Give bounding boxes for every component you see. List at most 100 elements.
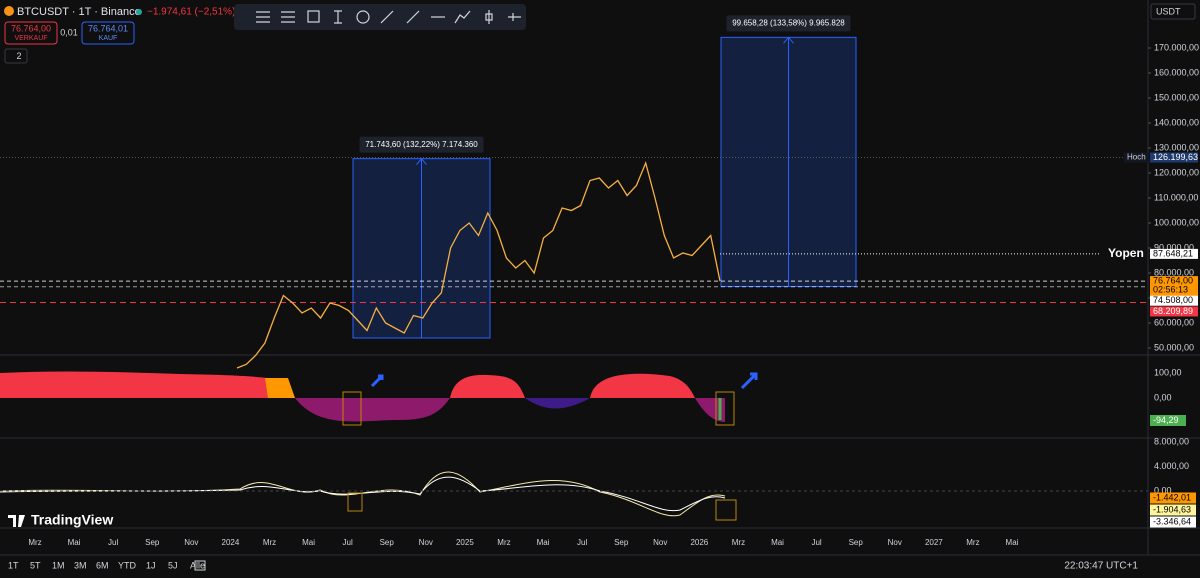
yopen-price: 87.648,21	[1153, 248, 1193, 258]
osc1-transition	[265, 378, 295, 398]
tool-ray[interactable]	[406, 10, 420, 24]
tool-candle[interactable]	[485, 10, 493, 24]
high-label: 126.199,63	[1153, 152, 1198, 162]
currency[interactable]: USDT	[1156, 6, 1181, 16]
range-button[interactable]: YTD	[118, 560, 137, 570]
high-name-bg	[1124, 152, 1149, 163]
current-price: 76.764,00	[1153, 275, 1193, 285]
osc1-current: -94,29	[1153, 415, 1179, 425]
tool-levels[interactable]	[281, 11, 295, 23]
buy-button[interactable]	[81, 21, 135, 45]
osc2-current-bg	[1150, 516, 1196, 528]
yopen-label: Yopen	[1108, 246, 1144, 260]
x-tick-label: 2027	[925, 538, 943, 547]
x-tick-label: Mai	[537, 538, 550, 547]
buy-label[interactable]: KAUF	[99, 35, 118, 42]
osc1-positive	[0, 371, 295, 398]
price-path	[236, 160, 721, 369]
y-tick-label: 60.000,00	[1154, 317, 1194, 327]
osc1-negative	[525, 398, 590, 409]
buy-price[interactable]: 76.764,01	[88, 23, 128, 33]
yopen-price-bg	[1150, 248, 1198, 259]
range-button[interactable]: 1M	[52, 560, 65, 570]
x-tick-label: Jul	[108, 538, 118, 547]
osc2-current-bg	[1150, 492, 1196, 504]
x-tick-label: 2026	[690, 538, 708, 547]
y-tick-label: 50.000,00	[1154, 342, 1194, 352]
range-button[interactable]: 5T	[30, 560, 41, 570]
osc1-positive	[450, 374, 525, 398]
x-tick-label: Mrz	[732, 538, 745, 547]
tool-rect[interactable]	[307, 10, 320, 23]
sell-label[interactable]: VERKAUF	[14, 35, 47, 42]
x-tick-label: Jul	[577, 538, 587, 547]
x-tick-label: Nov	[653, 538, 667, 547]
level-price: 74.508,00	[1153, 295, 1193, 305]
measure-label: 71.743,60 (132,22%) 7.174.360	[365, 140, 478, 149]
measure-label-bg	[726, 15, 851, 32]
currency-button[interactable]	[1150, 3, 1196, 20]
range-button[interactable]: 3M	[74, 560, 87, 570]
arrow	[740, 372, 758, 390]
range-button[interactable]: 1J	[146, 560, 156, 570]
sell-button[interactable]	[4, 21, 58, 45]
tool-text[interactable]	[334, 10, 342, 24]
countdown: 02:56:13	[1153, 284, 1188, 294]
x-tick-label: Nov	[184, 538, 198, 547]
arrow	[370, 374, 384, 388]
level-price-bg	[1150, 295, 1198, 306]
y-tick-label: 90.000,00	[1154, 242, 1194, 252]
sell-price[interactable]: 76.764,00	[11, 23, 51, 33]
measure-arrowhead	[783, 36, 794, 44]
indicator-toggle[interactable]	[4, 48, 28, 64]
measure-label-bg	[359, 136, 484, 153]
osc2-tick-label: 4.000,00	[1154, 461, 1189, 471]
x-tick-label: Sep	[380, 538, 395, 547]
osc1-negative	[295, 398, 450, 422]
tool-path[interactable]	[454, 10, 471, 24]
status-dot	[136, 9, 142, 15]
range-button[interactable]: 6M	[96, 560, 109, 570]
spread: 0,01	[60, 27, 78, 37]
osc1-box	[342, 391, 362, 426]
x-tick-label: Jul	[811, 538, 821, 547]
logo: TradingView	[31, 512, 113, 528]
tool-fib[interactable]	[256, 11, 270, 23]
y-tick-label: 130.000,00	[1154, 142, 1199, 152]
symbol[interactable]: BTCUSDT · 1T · Binance	[17, 6, 141, 18]
tool-circle[interactable]	[356, 10, 370, 24]
indicator-count[interactable]: 2	[16, 51, 21, 61]
x-tick-label: Nov	[419, 538, 433, 547]
x-tick-label: Mrz	[966, 538, 979, 547]
symbol-icon	[4, 6, 14, 16]
tool-trend[interactable]	[380, 10, 394, 24]
osc1-tick-label: 0,00	[1154, 392, 1172, 402]
y-tick-label: 110.000,00	[1154, 192, 1198, 202]
tool-measure[interactable]	[508, 13, 521, 21]
osc1-box	[715, 391, 735, 426]
range-button[interactable]: 5J	[168, 560, 178, 570]
range-button[interactable]: Alle	[190, 560, 205, 570]
osc2-current: -1.904,63	[1153, 504, 1191, 514]
y-tick-label: 140.000,00	[1154, 117, 1199, 127]
x-tick-label: Mai	[68, 538, 81, 547]
level-price-bg	[1150, 306, 1198, 317]
high-label-bg	[1150, 152, 1198, 163]
y-tick-label: 120.000,00	[1154, 167, 1199, 177]
x-tick-label: Mrz	[263, 538, 276, 547]
osc1-tick-label: 100,00	[1154, 367, 1182, 377]
measure-label: 99.658,28 (133,58%) 9.965.828	[732, 18, 845, 27]
current-price-bg	[1150, 276, 1198, 297]
osc1-positive	[590, 373, 695, 398]
osc2-current: -3.346,64	[1153, 516, 1191, 526]
x-tick-label: Nov	[888, 538, 902, 547]
x-tick-label: 2024	[222, 538, 240, 547]
date-range-icon[interactable]	[194, 560, 206, 571]
y-tick-label: 170.000,00	[1154, 42, 1199, 52]
x-tick-label: Mai	[302, 538, 315, 547]
y-tick-label: 100.000,00	[1154, 217, 1199, 227]
range-button[interactable]: 1T	[8, 560, 19, 570]
x-tick-label: Jul	[343, 538, 353, 547]
